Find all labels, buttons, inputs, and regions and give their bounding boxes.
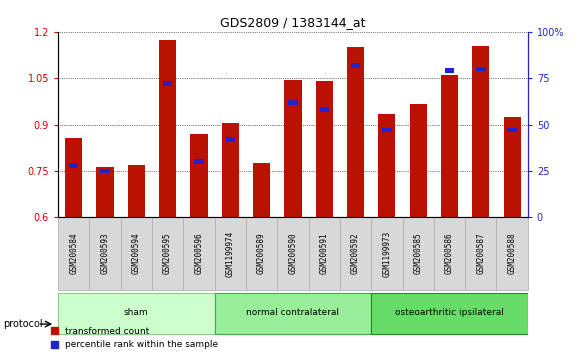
Text: GSM200595: GSM200595 xyxy=(163,233,172,274)
Bar xyxy=(382,128,392,132)
FancyBboxPatch shape xyxy=(89,217,121,290)
Text: protocol: protocol xyxy=(3,319,42,329)
Bar xyxy=(65,138,82,217)
Text: GSM200596: GSM200596 xyxy=(194,233,204,274)
FancyBboxPatch shape xyxy=(465,217,496,290)
FancyBboxPatch shape xyxy=(58,217,89,290)
Text: GSM200588: GSM200588 xyxy=(508,233,517,274)
FancyBboxPatch shape xyxy=(152,217,183,290)
Text: GSM200586: GSM200586 xyxy=(445,233,454,274)
Bar xyxy=(190,134,208,217)
Bar xyxy=(508,128,517,132)
Text: GSM200593: GSM200593 xyxy=(100,233,110,274)
FancyBboxPatch shape xyxy=(403,217,434,290)
Bar xyxy=(253,163,270,217)
Bar xyxy=(351,63,360,68)
Text: GSM1199973: GSM1199973 xyxy=(382,230,392,277)
FancyBboxPatch shape xyxy=(183,217,215,290)
Bar xyxy=(320,107,329,112)
Bar xyxy=(284,80,302,217)
Bar xyxy=(445,68,454,73)
FancyBboxPatch shape xyxy=(58,293,215,334)
Bar xyxy=(409,104,427,217)
Legend: transformed count, percentile rank within the sample: transformed count, percentile rank withi… xyxy=(51,327,219,349)
Bar xyxy=(503,117,521,217)
Bar xyxy=(96,167,114,217)
FancyBboxPatch shape xyxy=(215,217,246,290)
Bar xyxy=(194,159,204,164)
Text: GSM200584: GSM200584 xyxy=(69,233,78,274)
Text: GSM200587: GSM200587 xyxy=(476,233,485,274)
Bar xyxy=(316,81,333,217)
Bar xyxy=(226,137,235,142)
Text: GSM200591: GSM200591 xyxy=(320,233,329,274)
Bar xyxy=(222,123,239,217)
Text: osteoarthritic ipsilateral: osteoarthritic ipsilateral xyxy=(395,308,504,317)
FancyBboxPatch shape xyxy=(246,217,277,290)
Bar xyxy=(472,46,490,217)
Bar xyxy=(378,114,396,217)
FancyBboxPatch shape xyxy=(121,217,152,290)
Text: GSM1199974: GSM1199974 xyxy=(226,230,235,277)
Bar xyxy=(159,40,176,217)
FancyBboxPatch shape xyxy=(215,293,371,334)
Bar xyxy=(163,81,172,86)
FancyBboxPatch shape xyxy=(496,217,528,290)
FancyBboxPatch shape xyxy=(371,293,528,334)
FancyBboxPatch shape xyxy=(371,217,403,290)
FancyBboxPatch shape xyxy=(434,217,465,290)
Bar xyxy=(128,165,145,217)
Text: GSM200594: GSM200594 xyxy=(132,233,141,274)
Text: GSM200585: GSM200585 xyxy=(414,233,423,274)
Title: GDS2809 / 1383144_at: GDS2809 / 1383144_at xyxy=(220,16,365,29)
Text: normal contralateral: normal contralateral xyxy=(246,308,339,317)
Text: sham: sham xyxy=(124,308,148,317)
Bar xyxy=(347,47,364,217)
Bar xyxy=(69,163,78,167)
Text: GSM200590: GSM200590 xyxy=(288,233,298,274)
FancyBboxPatch shape xyxy=(277,217,309,290)
Bar xyxy=(100,169,110,173)
Bar xyxy=(476,67,485,71)
FancyBboxPatch shape xyxy=(340,217,371,290)
Bar xyxy=(441,75,458,217)
Text: GSM200592: GSM200592 xyxy=(351,233,360,274)
FancyBboxPatch shape xyxy=(309,217,340,290)
Text: GSM200589: GSM200589 xyxy=(257,233,266,274)
Bar xyxy=(288,100,298,104)
